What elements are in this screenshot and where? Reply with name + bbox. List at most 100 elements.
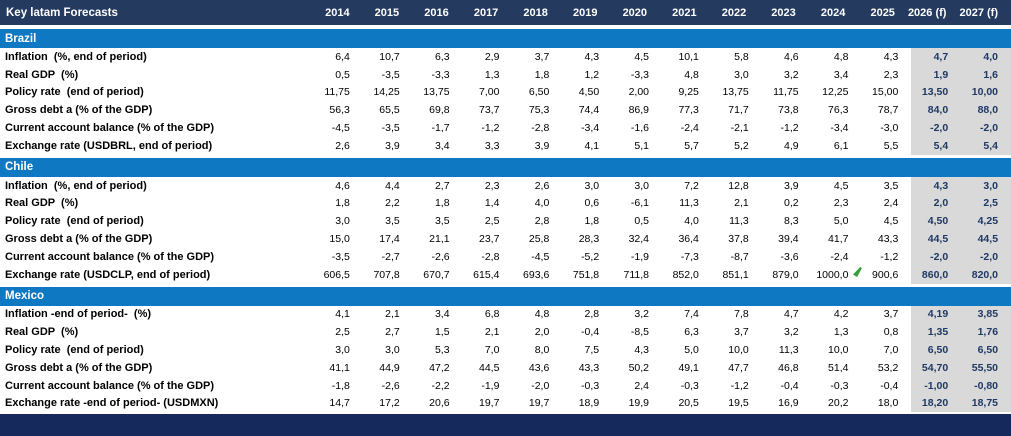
value-cell: 2,00 <box>628 86 650 99</box>
value-cell: -0,4 <box>780 379 799 392</box>
year-header: 2015 <box>374 6 400 19</box>
value-cell: 3,9 <box>385 139 400 152</box>
table-row: Exchange rate (USDBRL, end of period) 2,6… <box>0 136 1011 155</box>
value-cell: 4,0 <box>684 215 699 228</box>
row-cells: -3,5 -2,7 -2,6 -2,8 -4,5 -5,2 -1,9 -7,3 -8,7 -3,6… <box>313 247 1011 266</box>
row-cells: 56,3 65,5 69,8 73,7 75,3 74,4 86,9 77,3 71,7 73,8… <box>313 101 1011 120</box>
value-cell: -6,1 <box>630 197 650 210</box>
value-cell: -2,8 <box>531 122 550 135</box>
value-cell: -1,2 <box>481 122 500 135</box>
value-cell: 2,1 <box>385 308 400 321</box>
value-cell: 11,3 <box>729 215 749 228</box>
table-row: Gross debt a (% of the GDP) 56,3 65,5 69,8 7… <box>0 101 1011 120</box>
row-label: Policy rate (end of period) <box>5 86 144 99</box>
value-cell: 11,3 <box>679 197 699 210</box>
forecast-cell: 2,5 <box>961 194 1011 213</box>
year-header: 2020 <box>622 6 648 19</box>
value-cell: 44,5 <box>479 361 500 374</box>
value-cell: 7,0 <box>484 344 500 357</box>
value-cell: 2,8 <box>534 215 550 228</box>
value-cell: -1,7 <box>431 122 450 135</box>
value-cell: -3,6 <box>780 250 799 263</box>
year-header: 2019 <box>572 6 598 19</box>
value-cell: 3,7 <box>734 326 749 339</box>
table-row: Inflation -end of period- (%) 4,1 2,1 3,4 6,… <box>0 305 1011 324</box>
value-cell: 20,5 <box>678 397 699 410</box>
value-cell: 14,25 <box>373 86 400 99</box>
value-cell: 20,2 <box>828 397 849 410</box>
section-header-label: Chile <box>5 161 34 174</box>
value-cell: -1,6 <box>630 122 650 135</box>
value-cell: 2,4 <box>634 379 650 392</box>
row-label: Policy rate (end of period) <box>5 215 144 228</box>
value-cell: 46,8 <box>778 361 799 374</box>
value-cell: 19,7 <box>479 397 500 410</box>
forecast-cell: -2,0 <box>911 247 962 266</box>
value-cell: 16,9 <box>778 397 799 410</box>
value-cell: 11,3 <box>778 344 799 357</box>
value-cell: 65,5 <box>379 104 400 117</box>
section-header-bar: Mexico <box>0 286 1011 306</box>
value-cell: 6,1 <box>833 139 849 152</box>
value-cell: 751,8 <box>572 268 600 281</box>
value-cell: 2,9 <box>484 50 500 63</box>
value-cell: 9,25 <box>678 86 699 99</box>
row-label: Gross debt a (% of the GDP) <box>5 104 153 117</box>
value-cell: 69,8 <box>429 104 450 117</box>
value-cell: 6,50 <box>528 86 550 99</box>
row-cells: -4,5 -3,5 -1,7 -1,2 -2,8 -3,4 -1,6 -2,4 -2,1 -1,2… <box>313 119 1011 137</box>
value-cell: 1,4 <box>484 197 500 210</box>
value-cell: -2,4 <box>680 122 699 135</box>
value-cell: -3,3 <box>431 68 450 81</box>
value-cell: 3,2 <box>783 68 799 81</box>
forecast-cell: 6,50 <box>911 341 962 359</box>
value-cell: 43,3 <box>877 233 899 246</box>
row-label: Gross debt a (% of the GDP) <box>5 233 153 246</box>
value-cell: 21,1 <box>429 233 450 246</box>
value-cell: 693,6 <box>523 268 550 281</box>
value-cell: 1,3 <box>833 326 849 339</box>
value-cell: 1000,0 <box>816 268 849 281</box>
value-cell: 711,8 <box>623 268 650 281</box>
forecast-cell: -1,00 <box>911 376 962 395</box>
year-header: 2017 <box>473 6 499 19</box>
value-cell: 8,3 <box>783 215 799 228</box>
forecast-cell: 1,76 <box>961 323 1011 342</box>
value-cell: 15,00 <box>872 86 899 99</box>
value-cell: 7,5 <box>584 344 600 357</box>
value-cell: 56,3 <box>329 104 350 117</box>
value-cell: 1,8 <box>335 197 350 210</box>
value-cell: -8,7 <box>730 250 749 263</box>
forecast-cell: -2,0 <box>911 119 962 137</box>
table-row: Policy rate (end of period) 3,0 3,0 5,3 7,0 8… <box>0 341 1011 359</box>
forecast-cell: 18,75 <box>961 394 1011 413</box>
table-row: Real GDP (%) 2,5 2,7 1,5 2,1 2,0 -0,4 -8,5 6,3 3,… <box>0 323 1011 342</box>
value-cell: 4,7 <box>783 308 799 321</box>
forecast-cell: 5,4 <box>961 136 1011 155</box>
value-cell: 14,7 <box>329 397 350 410</box>
value-cell: -1,9 <box>481 379 500 392</box>
value-cell: 2,1 <box>484 326 500 339</box>
row-cells: 3,0 3,0 5,3 7,0 8,0 7,5 4,3 5,0 10,0 11,3 10,0 7,0 6… <box>313 341 1011 359</box>
forecast-cell: 55,50 <box>961 358 1011 377</box>
forecast-cell: 5,4 <box>911 136 962 155</box>
forecast-cell: 1,9 <box>911 65 962 84</box>
value-cell: 0,5 <box>634 215 650 228</box>
row-cells: 4,1 2,1 3,4 6,8 4,8 2,8 3,2 7,4 7,8 4,7 4,2 3,7 4,19… <box>313 305 1011 324</box>
value-cell: 0,5 <box>335 68 350 81</box>
section-header-label: Mexico <box>5 290 44 303</box>
value-cell: -0,3 <box>680 379 699 392</box>
value-cell: -7,3 <box>680 250 699 263</box>
value-cell: 43,3 <box>578 361 600 374</box>
value-cell: 3,2 <box>634 308 650 321</box>
value-cell: 47,7 <box>728 361 749 374</box>
year-header-row: 2014 2015 2016 2017 2018 2019 2020 2021 2022 2023… <box>313 0 1011 25</box>
value-cell: 50,2 <box>628 361 650 374</box>
value-cell: 4,8 <box>684 68 699 81</box>
forecast-cell: 1,6 <box>961 65 1011 84</box>
value-cell: 3,7 <box>534 50 550 63</box>
value-cell: -1,8 <box>331 379 350 392</box>
value-cell: 32,4 <box>628 233 650 246</box>
forecast-cell: 54,70 <box>911 358 962 377</box>
